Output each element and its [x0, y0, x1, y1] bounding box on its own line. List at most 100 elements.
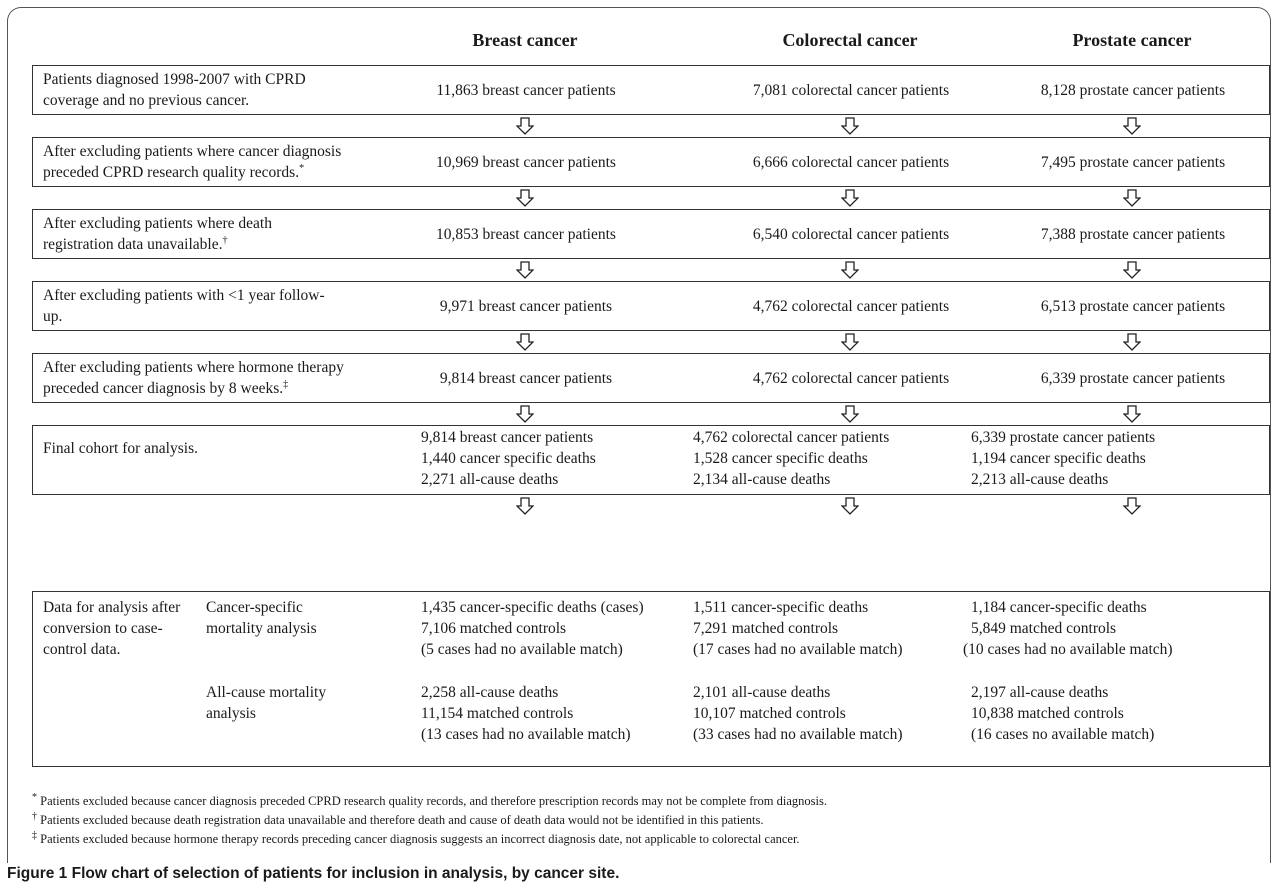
step-description-line: registration data unavailable.	[43, 236, 223, 253]
final-cohort-value: 2,134 all-cause deaths	[693, 471, 831, 488]
analysis-value: 5,849 matched controls	[971, 620, 1117, 637]
down-arrow-icon	[516, 497, 534, 515]
analysis-value: 7,106 matched controls	[421, 620, 567, 637]
step-description-line: After excluding patients where cancer di…	[43, 143, 342, 160]
down-arrow-icon	[516, 117, 534, 135]
footnote-mark: *	[299, 162, 305, 174]
patient-count: 10,969 breast cancer patients	[436, 154, 616, 171]
final-cohort-value: 6,339 prostate cancer patients	[971, 429, 1156, 446]
down-arrow-icon	[841, 189, 859, 207]
column-header: Breast cancer	[472, 30, 578, 50]
patient-count: 6,666 colorectal cancer patients	[752, 154, 950, 171]
footnote-text: Patients excluded because cancer diagnos…	[37, 794, 827, 808]
step-description-line: Patients diagnosed 1998-2007 with CPRD	[43, 71, 306, 88]
analysis-value: 1,435 cancer-specific deaths (cases)	[421, 599, 644, 616]
analysis-value: 11,154 matched controls	[421, 705, 574, 722]
step-description: Patients diagnosed 1998-2007 with CPRD co…	[43, 69, 306, 111]
analysis-value: 1,184 cancer-specific deaths	[971, 599, 1147, 616]
step-description: After excluding patients with <1 year fo…	[43, 285, 325, 327]
down-arrow-icon	[516, 333, 534, 351]
footnote: ‡ Patients excluded because hormone ther…	[32, 829, 800, 847]
patient-count: 4,762 colorectal cancer patients	[752, 298, 950, 315]
analysis-value: 10,107 matched controls	[693, 705, 846, 722]
analysis-label: All-cause mortality analysis	[206, 682, 326, 724]
down-arrow-icon	[841, 497, 859, 515]
step-description-line: After excluding patients where hormone t…	[43, 359, 344, 376]
analysis-value: 2,101 all-cause deaths	[693, 684, 831, 701]
flow-step-box: After excluding patients where hormone t…	[32, 353, 1270, 403]
flow-step-box: After excluding patients with <1 year fo…	[32, 281, 1270, 331]
analysis-value: (5 cases had no available match)	[421, 641, 623, 658]
analysis-value: (10 cases had no available match)	[963, 641, 1173, 658]
final-cohort-value: 1,440 cancer specific deaths	[421, 450, 596, 467]
footnote-mark: †	[222, 234, 228, 246]
patient-count: 9,971 breast cancer patients	[439, 298, 613, 315]
final-cohort-label: Final cohort for analysis.	[43, 440, 198, 457]
step-description-line: preceded cancer diagnosis by 8 weeks.	[43, 380, 284, 397]
analysis-label: Cancer-specific mortality analysis	[206, 597, 317, 639]
final-cohort-value: 2,213 all-cause deaths	[971, 471, 1109, 488]
figure-frame	[7, 7, 1271, 863]
column-header: Prostate cancer	[1072, 30, 1192, 50]
patient-count: 11,863 breast cancer patients	[436, 82, 616, 99]
analysis-value: (16 cases no available match)	[971, 726, 1155, 743]
step-description-line: up.	[43, 308, 63, 325]
analysis-value: 7,291 matched controls	[693, 620, 839, 637]
case-control-label-line: conversion to case-	[43, 620, 163, 637]
final-cohort-value: 1,528 cancer specific deaths	[693, 450, 868, 467]
analysis-label-line: analysis	[206, 705, 256, 722]
footnote-mark: *	[32, 791, 37, 803]
case-control-box: Data for analysis after conversion to cas…	[32, 591, 1270, 767]
down-arrow-icon	[1123, 261, 1141, 279]
footnote-text: Patients excluded because death registra…	[37, 813, 764, 827]
footnote: † Patients excluded because death regist…	[32, 810, 764, 828]
column-header: Colorectal cancer	[782, 30, 918, 50]
case-control-label-line: Data for analysis after	[43, 599, 181, 616]
footnote-mark: ‡	[283, 378, 289, 390]
patient-count: 6,540 colorectal cancer patients	[752, 226, 950, 243]
footnote-text: Patients excluded because hormone therap…	[37, 832, 800, 846]
patient-count: 4,762 colorectal cancer patients	[752, 370, 950, 387]
analysis-value: 1,511 cancer-specific deaths	[693, 599, 869, 616]
analysis-value: (33 cases had no available match)	[693, 726, 903, 743]
down-arrow-icon	[1123, 405, 1141, 423]
analysis-value: 10,838 matched controls	[971, 705, 1124, 722]
step-description: After excluding patients where death regi…	[43, 213, 272, 255]
flow-step-box: After excluding patients where death regi…	[32, 209, 1270, 259]
patient-count: 7,388 prostate cancer patients	[1040, 226, 1226, 243]
down-arrow-icon	[516, 261, 534, 279]
down-arrow-icon	[1123, 117, 1141, 135]
final-cohort-value: 2,271 all-cause deaths	[421, 471, 559, 488]
step-description-line: After excluding patients with <1 year fo…	[43, 287, 325, 304]
patient-count: 6,339 prostate cancer patients	[1040, 370, 1226, 387]
down-arrow-icon	[841, 261, 859, 279]
patient-count: 7,495 prostate cancer patients	[1040, 154, 1226, 171]
footnote-mark: ‡	[32, 829, 37, 841]
final-cohort-value: 1,194 cancer specific deaths	[971, 450, 1146, 467]
analysis-label-line: Cancer-specific	[206, 599, 303, 616]
down-arrow-icon	[1123, 189, 1141, 207]
step-description: After excluding patients where cancer di…	[43, 141, 341, 183]
patient-count: 9,814 breast cancer patients	[439, 370, 613, 387]
step-description: After excluding patients where hormone t…	[43, 357, 344, 399]
down-arrow-icon	[841, 405, 859, 423]
flow-step-box: Patients diagnosed 1998-2007 with CPRD co…	[32, 65, 1270, 115]
analysis-value: 2,258 all-cause deaths	[421, 684, 559, 701]
flow-step-box: After excluding patients where cancer di…	[32, 137, 1270, 187]
patient-count: 10,853 breast cancer patients	[436, 226, 616, 243]
final-cohort-value: 4,762 colorectal cancer patients	[693, 429, 890, 446]
step-description-line: coverage and no previous cancer.	[43, 92, 250, 109]
down-arrow-icon	[1123, 333, 1141, 351]
patient-count: 8,128 prostate cancer patients	[1040, 82, 1226, 99]
final-cohort-box: Final cohort for analysis. 9,814 breast c…	[32, 425, 1270, 495]
analysis-value: (13 cases had no available match)	[421, 726, 631, 743]
analysis-value: 2,197 all-cause deaths	[971, 684, 1109, 701]
down-arrow-icon	[841, 117, 859, 135]
down-arrow-icon	[841, 333, 859, 351]
analysis-value: (17 cases had no available match)	[693, 641, 903, 658]
footnote: * Patients excluded because cancer diagn…	[32, 791, 827, 809]
case-control-label: Data for analysis after conversion to cas…	[43, 597, 180, 660]
step-description-line: After excluding patients where death	[43, 215, 272, 232]
down-arrow-icon	[1123, 497, 1141, 515]
footnote-mark: †	[32, 810, 37, 822]
